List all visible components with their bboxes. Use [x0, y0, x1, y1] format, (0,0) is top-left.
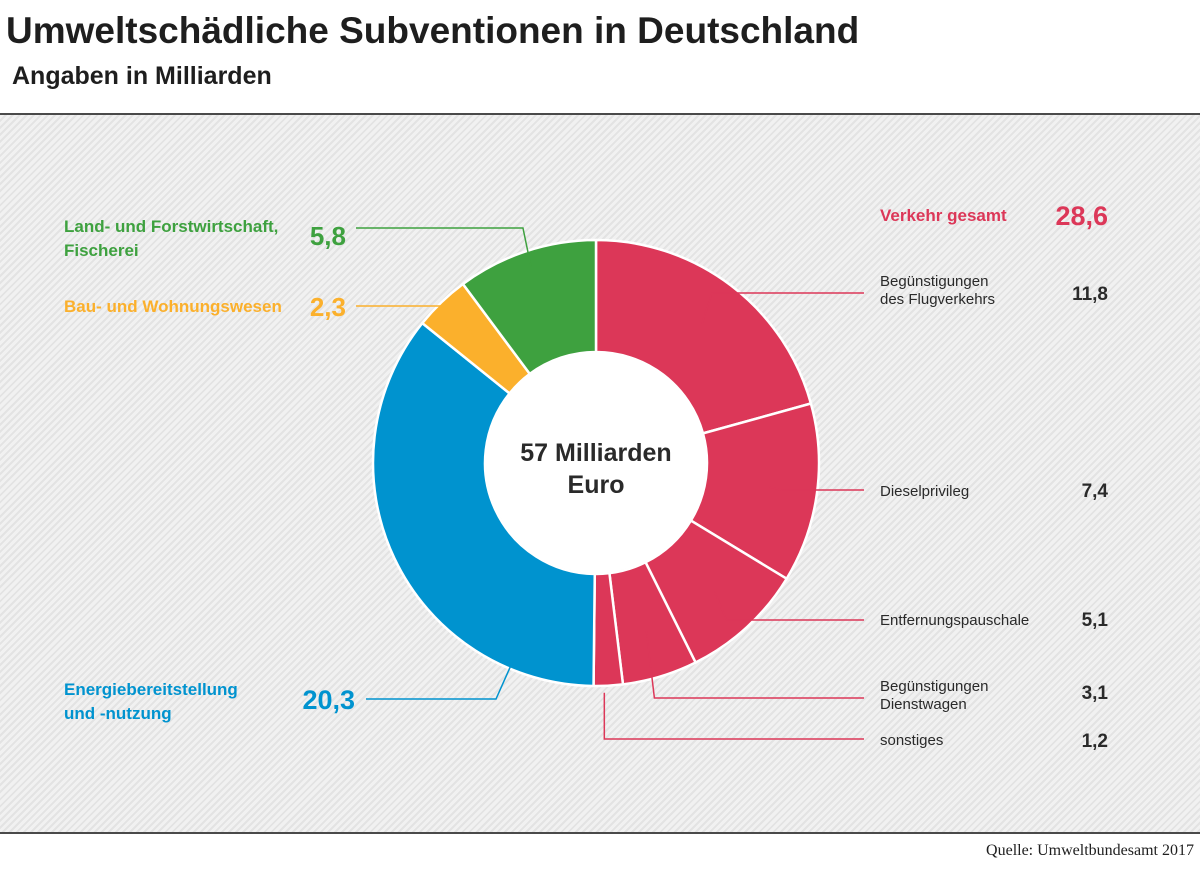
donut-chart: 57 Milliarden Euro Verkehr gesamt 28,6 Begün… [64, 201, 1109, 752]
legend-value-dieselprivileg: 7,4 [1082, 481, 1109, 502]
leader-land [356, 227, 532, 267]
source-note: Quelle: Umweltbundesamt 2017 [986, 842, 1194, 859]
legend-item-begünstigungen-dienstwagen: Begünstigungen Dienstwagen [880, 678, 988, 713]
leader-begünstigungen-des-flugverkehrs [701, 292, 864, 324]
legend-bau-label: Bau- und Wohnungswesen [64, 297, 282, 316]
leader-dieselprivileg [769, 486, 864, 491]
leader-sonstiges [603, 692, 864, 740]
slice-begünstigungen-des-flugverkehrs [594, 238, 813, 435]
slice-energie [371, 321, 597, 688]
legend-energie-value: 20,3 [302, 685, 355, 715]
legend-value-entfernungspauschale: 5,1 [1082, 610, 1109, 631]
leader-bau [356, 305, 476, 338]
legend-land-value: 5,8 [310, 221, 346, 251]
legend-item-begünstigungen-des-flugverkehrs: Begünstigungen des Flugverkehrs [880, 273, 995, 308]
leader-energie [366, 662, 513, 700]
legend-land-label: Land- und Forstwirtschaft, Fischerei [64, 217, 278, 260]
legend-value-begünstigungen-des-flugverkehrs: 11,8 [1072, 284, 1108, 305]
legend-item-dieselprivileg: Dieselprivileg [880, 483, 969, 500]
legend-bau-value: 2,3 [310, 292, 346, 322]
legend-verkehr-label: Verkehr gesamt [880, 206, 1007, 225]
legend-item-entfernungspauschale: Entfernungspauschale [880, 612, 1029, 629]
slice-land [461, 238, 598, 376]
legend-value-begünstigungen-dienstwagen: 3,1 [1082, 683, 1109, 704]
leader-entfernungspauschale [713, 591, 864, 621]
legend-energie-label: Energiebereitstellung und -nutzung [64, 680, 238, 723]
top-divider [0, 113, 1200, 115]
chart-title: Umweltschädliche Subventionen in Deutsch… [6, 10, 860, 51]
chart-subtitle: Angaben in Milliarden [12, 62, 272, 90]
legend-value-sonstiges: 1,2 [1082, 731, 1108, 752]
center-label: 57 Milliarden Euro [520, 439, 671, 499]
legend-verkehr-value: 28,6 [1055, 201, 1108, 231]
legend-item-sonstiges: sonstiges [880, 732, 943, 749]
bottom-divider [0, 832, 1200, 834]
donut-hole [486, 353, 706, 573]
leader-begünstigungen-dienstwagen [645, 630, 864, 699]
